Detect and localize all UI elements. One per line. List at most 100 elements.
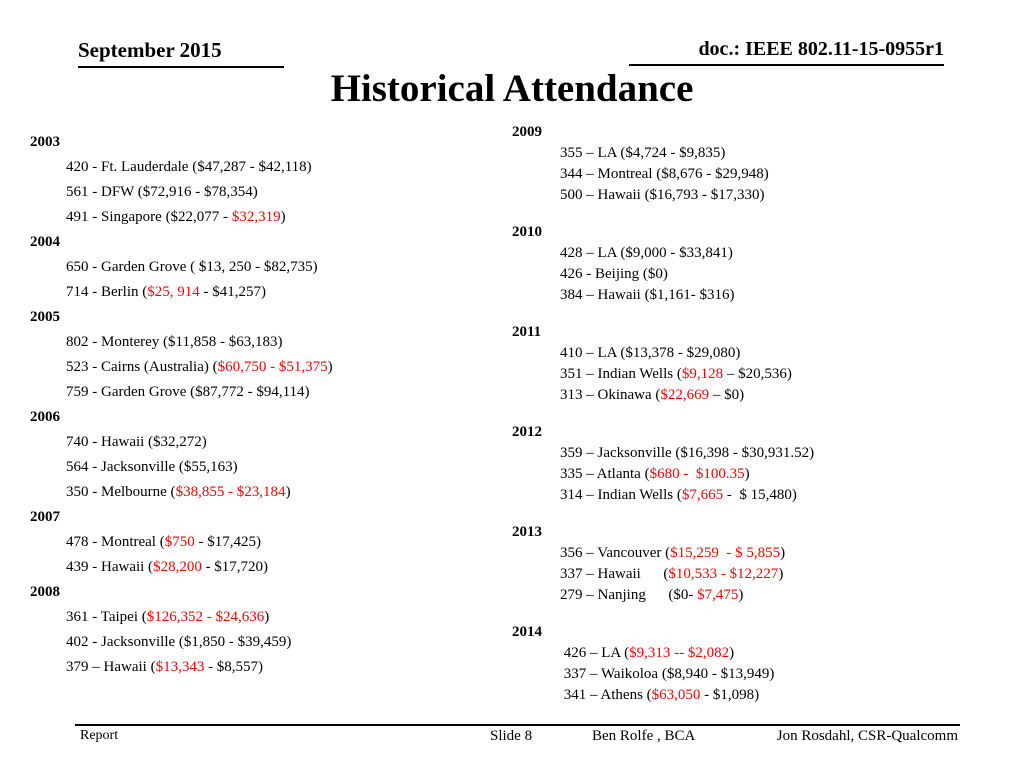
entry-text: ) <box>729 645 735 661</box>
entry-text: ) <box>280 209 286 225</box>
attendance-entry: 561 - DFW ($72,916 - $78,354) <box>30 180 500 205</box>
header-date: September 2015 <box>78 38 284 68</box>
entry-text: 561 - DFW ($72,916 - $78,354) <box>66 184 258 200</box>
footer-credit: Jon Rosdahl, CSR-Qualcomm <box>776 728 958 744</box>
entry-text: 759 - Garden Grove ($87,772 - $94,114) <box>66 384 310 400</box>
entry-text: 341 – Athens ( <box>560 687 652 703</box>
year-block: 2012 359 – Jacksonville ($16,398 - $30,93… <box>512 422 1012 506</box>
year-label: 2010 <box>512 224 542 240</box>
year-label: 2011 <box>512 324 542 340</box>
entry-amount-red: $32,319 <box>231 209 281 225</box>
entry-text: ) <box>738 587 744 603</box>
attendance-entry: 564 - Jacksonville ($55,163) <box>30 455 500 480</box>
entry-text: - $41,257) <box>199 284 266 300</box>
year-block: 2006 740 - Hawaii ($32,272) 564 - Jacksonv… <box>30 405 500 505</box>
attendance-entry: 410 – LA ($13,378 - $29,080) <box>512 343 1012 364</box>
entry-text: 355 – LA ($4,724 - $9,835) <box>560 145 726 161</box>
attendance-entry: 361 - Taipei ($126,352 - $24,636) <box>30 605 500 630</box>
attendance-entry: 426 – LA ($9,313 -- $2,082) <box>512 643 1012 664</box>
year-block: 2003 420 - Ft. Lauderdale ($47,287 - $42,… <box>30 130 500 230</box>
entry-amount-red: $126,352 - $24,636 <box>146 609 265 625</box>
year-block: 2014 426 – LA ($9,313 -- $2,082) 337 – W… <box>512 622 1012 706</box>
entry-text: 384 – Hawaii ($1,161- $316) <box>560 287 735 303</box>
entry-amount-red: $25, 914 <box>147 284 200 300</box>
entry-amount-red: $680 - $100.35 <box>649 466 745 482</box>
attendance-column-left: 2003 420 - Ft. Lauderdale ($47,287 - $42,… <box>30 130 500 680</box>
entry-text: 337 – Hawaii ( <box>560 566 669 582</box>
entry-amount-red: $7,665 <box>681 487 724 503</box>
entry-text: ) <box>744 466 750 482</box>
year-label: 2007 <box>30 509 60 525</box>
attendance-entry: 478 - Montreal ($750 - $17,425) <box>30 530 500 555</box>
year-label: 2009 <box>512 124 542 140</box>
attendance-entry: 341 – Athens ($63,050 - $1,098) <box>512 685 1012 706</box>
entry-text: ) <box>285 484 291 500</box>
entry-text: 426 – LA ( <box>560 645 630 661</box>
entry-amount-red: $63,050 <box>651 687 701 703</box>
entry-amount-red: $9,128 <box>681 366 724 382</box>
entry-text: 351 – Indian Wells ( <box>560 366 682 382</box>
year-block: 2004 650 - Garden Grove ( $13, 250 - $82,… <box>30 230 500 305</box>
entry-text: 379 – Hawaii ( <box>66 659 156 675</box>
entry-text: 356 – Vancouver ( <box>560 545 671 561</box>
entry-text: - $17,720) <box>201 559 269 575</box>
entry-text: 344 – Montreal ($8,676 - $29,948) <box>560 166 769 182</box>
attendance-entry: 279 – Nanjing ($0- $7,475) <box>512 585 1012 606</box>
attendance-column-right: 2009 355 – LA ($4,724 - $9,835) 344 – Mont… <box>512 122 1012 706</box>
year-block: 2007 478 - Montreal ($750 - $17,425) 439 -… <box>30 505 500 580</box>
entry-amount-red: $13,343 <box>155 659 205 675</box>
entry-text: 564 - Jacksonville ($55,163) <box>66 459 238 475</box>
entry-text: 279 – Nanjing ($0- <box>560 587 698 603</box>
entry-text: 402 - Jacksonville ($1,850 - $39,459) <box>66 634 292 650</box>
attendance-entry: 337 – Hawaii ($10,533 - $12,227) <box>512 564 1012 585</box>
entry-amount-red: $60,750 - $51,375 <box>217 359 328 375</box>
year-label: 2005 <box>30 309 60 325</box>
attendance-entry: 350 - Melbourne ($38,855 - $23,184) <box>30 480 500 505</box>
entry-text: 523 - Cairns (Australia) ( <box>66 359 218 375</box>
attendance-entry: 439 - Hawaii ($28,200 - $17,720) <box>30 555 500 580</box>
attendance-entry: 802 - Monterey ($11,858 - $63,183) <box>30 330 500 355</box>
year-label: 2006 <box>30 409 60 425</box>
entry-text: 491 - Singapore ($22,077 - <box>66 209 232 225</box>
attendance-entry: 714 - Berlin ($25, 914 - $41,257) <box>30 280 500 305</box>
entry-text: – $0) <box>709 387 745 403</box>
attendance-entry: 313 – Okinawa ($22,669 – $0) <box>512 385 1012 406</box>
entry-text: 426 - Beijing ($0) <box>560 266 668 282</box>
year-block: 2008 361 - Taipei ($126,352 - $24,636) 402… <box>30 580 500 680</box>
entry-amount-red: $38,855 - $23,184 <box>175 484 286 500</box>
attendance-entry: 759 - Garden Grove ($87,772 - $94,114) <box>30 380 500 405</box>
header-doc-number: doc.: IEEE 802.11-15-0955r1 <box>629 38 944 66</box>
entry-amount-red: $15,259 - $ 5,855 <box>670 545 781 561</box>
attendance-entry: 344 – Montreal ($8,676 - $29,948) <box>512 164 1012 185</box>
entry-text: ) <box>327 359 333 375</box>
attendance-entry: 359 – Jacksonville ($16,398 - $30,931.52… <box>512 443 1012 464</box>
attendance-entry: 491 - Singapore ($22,077 - $32,319) <box>30 205 500 230</box>
footer-divider <box>75 724 960 726</box>
entry-text: 361 - Taipei ( <box>66 609 147 625</box>
year-label: 2013 <box>512 524 542 540</box>
entry-text: 313 – Okinawa ( <box>560 387 661 403</box>
entry-text: 335 – Atlanta ( <box>560 466 650 482</box>
attendance-entry: 379 – Hawaii ($13,343 - $8,557) <box>30 655 500 680</box>
entry-amount-red: $22,669 <box>660 387 710 403</box>
entry-text: 500 – Hawaii ($16,793 - $17,330) <box>560 187 765 203</box>
entry-text: 410 – LA ($13,378 - $29,080) <box>560 345 741 361</box>
entry-amount-red: $9,313 -- $2,082 <box>629 645 730 661</box>
entry-text: 314 – Indian Wells ( <box>560 487 682 503</box>
attendance-entry: 650 - Garden Grove ( $13, 250 - $82,735) <box>30 255 500 280</box>
attendance-entry: 740 - Hawaii ($32,272) <box>30 430 500 455</box>
entry-text: 428 – LA ($9,000 - $33,841) <box>560 245 733 261</box>
year-label: 2014 <box>512 624 542 640</box>
entry-text: 478 - Montreal ( <box>66 534 165 550</box>
year-block: 2010 428 – LA ($9,000 - $33,841) 426 - Bei… <box>512 222 1012 306</box>
entry-amount-red: $10,533 - $12,227 <box>668 566 779 582</box>
entry-text: - $8,557) <box>204 659 264 675</box>
attendance-entry: 523 - Cairns (Australia) ($60,750 - $51,… <box>30 355 500 380</box>
attendance-entry: 351 – Indian Wells ($9,128 – $20,536) <box>512 364 1012 385</box>
year-block: 2013 356 – Vancouver ($15,259 - $ 5,855) 3… <box>512 522 1012 606</box>
entry-text: ) <box>780 545 786 561</box>
slide-number: Slide 8 <box>490 728 533 744</box>
attendance-entry: 356 – Vancouver ($15,259 - $ 5,855) <box>512 543 1012 564</box>
entry-text: ) <box>778 566 784 582</box>
